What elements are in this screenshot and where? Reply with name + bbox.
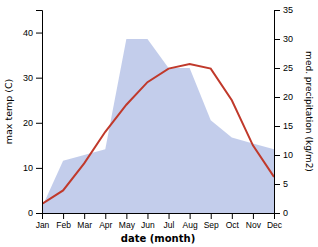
y2-axis-tick-mark <box>274 184 280 185</box>
x-axis-tick-mark <box>190 213 191 219</box>
y-axis-tick: 20 <box>23 118 42 128</box>
y2-axis-tick: 0 <box>274 208 288 218</box>
x-axis-tick-mark <box>169 213 170 219</box>
y-axis-tick: 0 <box>28 208 42 218</box>
y-axis-line <box>36 11 43 214</box>
y2-axis-tick-label: 0 <box>283 208 288 218</box>
x-axis-title: date (month) <box>121 233 195 244</box>
x-axis-tick-label: Feb <box>56 220 71 230</box>
x-axis-tick-mark <box>253 213 254 219</box>
y2-axis-tick-mark <box>274 213 280 214</box>
y2-axis-tick-mark <box>274 68 280 69</box>
y-axis-tick-mark <box>36 168 42 169</box>
y-axis-tick: 40 <box>23 28 42 38</box>
y2-axis-tick: 20 <box>274 92 293 102</box>
y2-axis-tick-mark <box>274 39 280 40</box>
y2-axis-tick: 5 <box>274 179 288 189</box>
x-axis-tick: Apr <box>99 213 112 230</box>
x-axis-tick-label: Mar <box>77 220 92 230</box>
x-axis-tick-mark <box>63 213 64 219</box>
precipitation-area <box>42 39 274 213</box>
y2-axis-tick: 25 <box>274 63 293 73</box>
y-axis-tick: 30 <box>23 73 42 83</box>
y-axis-tick-label: 40 <box>23 28 33 38</box>
x-axis-tick: Aug <box>183 213 198 230</box>
y2-axis-tick-mark <box>274 10 280 11</box>
x-axis-tick-mark <box>211 213 212 219</box>
y-axis-tick-label: 20 <box>23 118 33 128</box>
x-axis-tick-label: Jul <box>164 220 175 230</box>
x-axis-tick-mark <box>105 213 106 219</box>
marks <box>42 39 274 213</box>
y-axis-tick-label: 30 <box>23 73 33 83</box>
y-axis-tick-mark <box>36 33 42 34</box>
y2-axis-line <box>275 11 281 214</box>
y2-axis-tick: 10 <box>274 150 293 160</box>
temperature-line <box>42 64 274 204</box>
x-axis-tick: Jan <box>36 213 50 230</box>
x-axis-tick-mark <box>126 213 127 219</box>
y2-axis-tick: 30 <box>274 34 293 44</box>
x-axis-tick: May <box>119 213 136 230</box>
y2-axis-tick-label: 20 <box>283 92 293 102</box>
x-axis-line <box>43 214 275 220</box>
x-axis-tick: Nov <box>246 213 262 230</box>
y-axis-title: max temp (C) <box>3 79 14 145</box>
y2-axis: 0 5 10 15 20 25 30 35 <box>274 5 293 218</box>
x-axis-tick-label: Oct <box>226 220 240 230</box>
x-axis-tick-label: Jun <box>141 220 155 230</box>
x-axis-tick-label: Jan <box>36 220 50 230</box>
y-axis: 0 10 20 30 40 <box>23 11 43 219</box>
x-axis-tick-mark <box>232 213 233 219</box>
y2-axis-tick-label: 35 <box>283 5 293 15</box>
x-axis-tick: Sep <box>204 213 219 230</box>
y2-axis-title: med. precipitation (kg/m2) <box>304 51 314 172</box>
x-axis-tick: Oct <box>226 213 240 230</box>
x-axis-tick-label: May <box>119 220 136 230</box>
y2-axis-tick-mark <box>274 126 280 127</box>
x-axis-tick: Dec <box>267 213 283 230</box>
x-axis-tick-label: Nov <box>246 220 262 230</box>
y-axis-tick-mark <box>36 78 42 79</box>
y-axis-tick: 10 <box>23 163 42 173</box>
plot: JanFebMarAprMayJunJulAugSepOctNovDec0102… <box>3 5 314 244</box>
x-axis-tick: Feb <box>56 213 71 230</box>
y2-axis-tick-mark <box>274 97 280 98</box>
x-axis-tick-label: Apr <box>99 220 112 230</box>
x-axis-tick-mark <box>84 213 85 219</box>
x-axis-tick-label: Aug <box>183 220 198 230</box>
x-axis: Jan Feb Mar Apr May Jun Jul Aug Sep Oct Nov Dec <box>36 213 283 230</box>
y2-axis-tick: 35 <box>274 5 293 15</box>
x-axis-tick: Mar <box>77 213 92 230</box>
chart: JanFebMarAprMayJunJulAugSepOctNovDec0102… <box>0 0 318 247</box>
y2-axis-tick-label: 30 <box>283 34 293 44</box>
x-axis-tick-label: Sep <box>204 220 219 230</box>
y-axis-tick-label: 0 <box>28 208 33 218</box>
y2-axis-tick-mark <box>274 155 280 156</box>
x-axis-tick: Jun <box>141 213 155 230</box>
y2-axis-tick-label: 10 <box>283 150 293 160</box>
y2-axis-tick-label: 15 <box>283 121 293 131</box>
y2-axis-tick-label: 5 <box>283 179 288 189</box>
y2-axis-tick-label: 25 <box>283 63 293 73</box>
y-axis-tick-mark <box>36 213 42 214</box>
x-axis-tick-label: Dec <box>267 220 283 230</box>
x-axis-tick: Jul <box>164 213 175 230</box>
x-axis-tick-mark <box>147 213 148 219</box>
y-axis-tick-label: 10 <box>23 163 33 173</box>
y2-axis-tick: 15 <box>274 121 293 131</box>
y-axis-tick-mark <box>36 123 42 124</box>
